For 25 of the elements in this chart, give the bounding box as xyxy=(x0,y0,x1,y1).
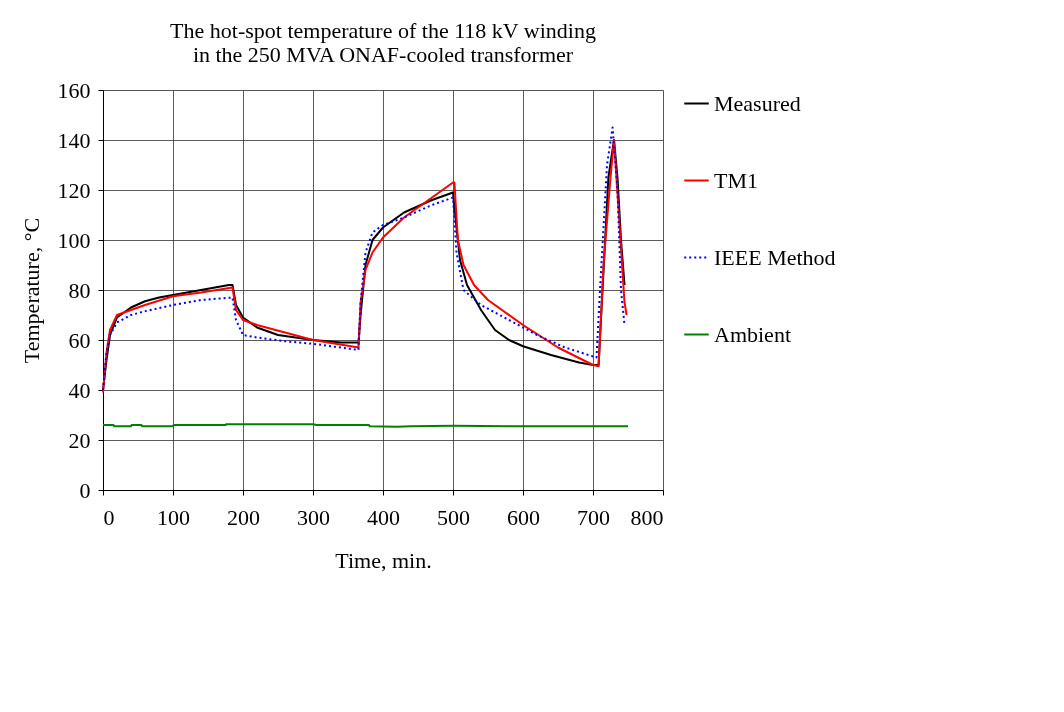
x-tick-label: 500 xyxy=(437,504,470,530)
y-axis-title: Temperature, °C xyxy=(18,217,44,364)
legend-label: Measured xyxy=(714,90,801,116)
y-tick-label: 140 xyxy=(57,127,91,153)
y-tick-label: 0 xyxy=(79,477,91,503)
chart-title: The hot-spot temperature of the 118 kV winding in the 250 MVA ONAF-cooled transformer xyxy=(170,18,596,67)
y-tick-label: 100 xyxy=(57,227,91,253)
x-tick-label: 800 xyxy=(630,504,664,530)
y-tick-label: 80 xyxy=(68,277,91,303)
x-axis-title: Time, min. xyxy=(335,547,432,573)
legend-label: TM1 xyxy=(714,167,758,193)
y-tick-label: 120 xyxy=(57,177,91,203)
x-tick-label: 700 xyxy=(577,504,610,530)
legend-label: IEEE Method xyxy=(714,244,836,270)
legend-label: Ambient xyxy=(714,321,791,347)
y-tick-label: 40 xyxy=(68,377,91,403)
y-tick-label: 160 xyxy=(57,77,91,103)
y-tick-label: 60 xyxy=(68,327,91,353)
x-tick-label: 600 xyxy=(507,504,540,530)
x-tick-label: 400 xyxy=(367,504,400,530)
x-tick-label: 200 xyxy=(227,504,260,530)
x-tick-label: 100 xyxy=(157,504,190,530)
x-tick-label: 300 xyxy=(297,504,330,530)
x-tick-label: 0 xyxy=(103,504,115,530)
y-tick-label: 20 xyxy=(68,427,91,453)
